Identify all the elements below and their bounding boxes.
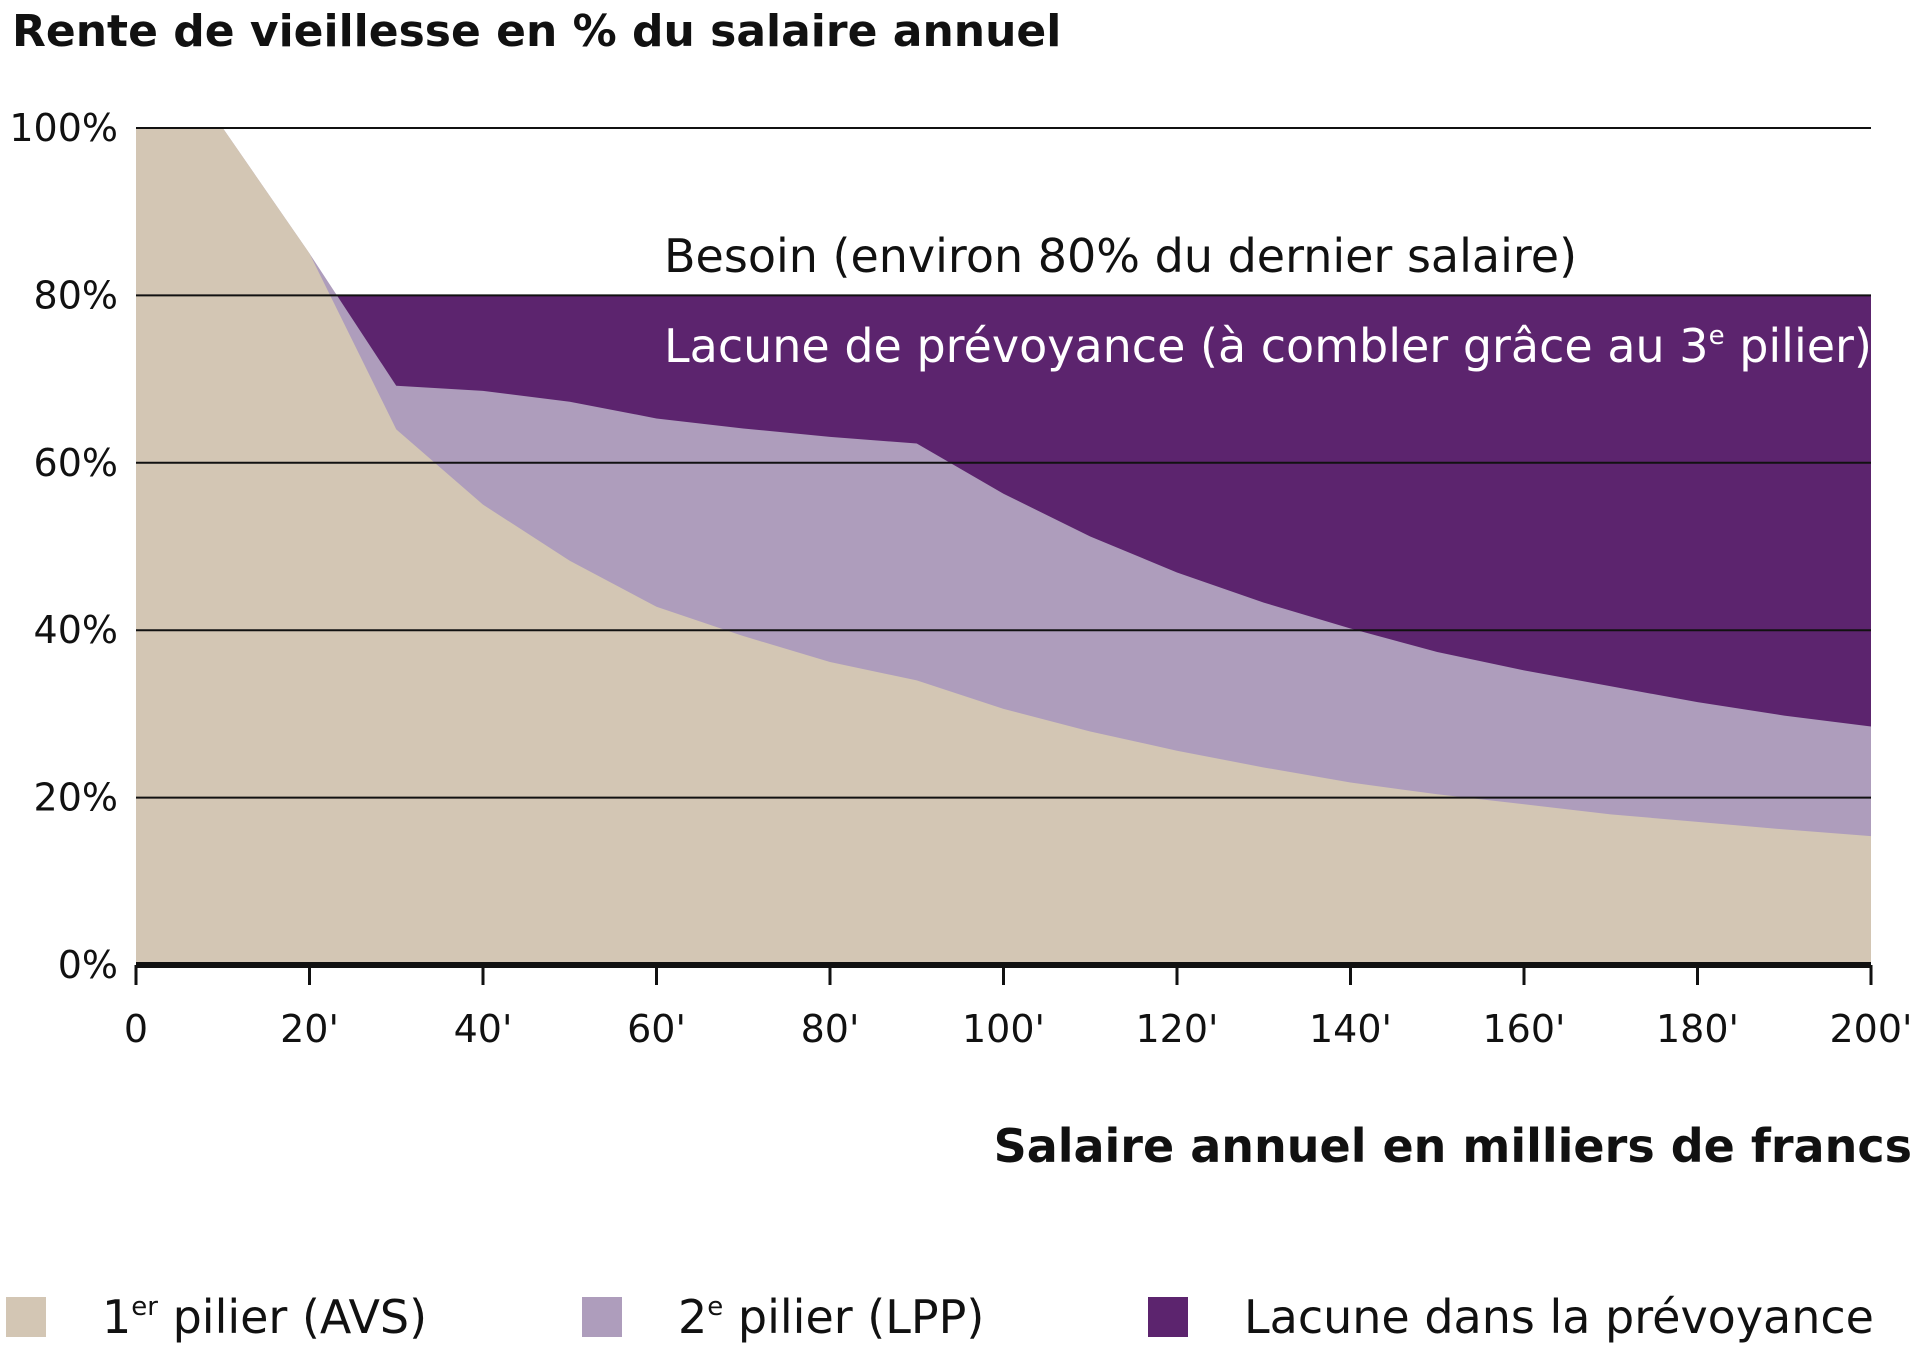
legend-swatch-avs <box>6 1297 46 1337</box>
y-tick-label: 60% <box>34 441 118 485</box>
legend: 1er pilier (AVS) 2e pilier (LPP) Lacune da… <box>6 1290 1874 1344</box>
legend-label-lpp: 2e pilier (LPP) <box>678 1290 984 1344</box>
area-avs <box>136 128 1871 965</box>
x-axis-title: Salaire annuel en milliers de francs <box>994 1119 1912 1173</box>
y-tick-label: 80% <box>34 273 118 317</box>
x-tick-label: 140' <box>1309 1007 1392 1051</box>
x-tick-label: 0 <box>124 1007 148 1051</box>
lacune-annotation: Lacune de prévoyance (à combler grâce au… <box>664 319 1872 373</box>
legend-label-lacune: Lacune dans la prévoyance <box>1244 1290 1874 1344</box>
legend-label-avs: 1er pilier (AVS) <box>102 1290 427 1344</box>
x-tick-label: 160' <box>1483 1007 1566 1051</box>
y-tick-label: 40% <box>34 608 118 652</box>
x-tick-label: 40' <box>454 1007 513 1051</box>
gridlines <box>136 127 1871 799</box>
legend-swatch-lacune <box>1148 1297 1188 1337</box>
y-tick-label: 20% <box>34 776 118 820</box>
legend-swatch-lpp <box>582 1297 622 1337</box>
chart-title: Rente de vieillesse en % du salaire annu… <box>12 6 1061 57</box>
x-tick-label: 100' <box>962 1007 1045 1051</box>
lacune-annotation-main: Lacune de prévoyance (à combler grâce au… <box>664 319 1709 373</box>
x-tick-label: 20' <box>280 1007 339 1051</box>
y-tick-label: 0% <box>58 943 118 987</box>
x-tick-label: 200' <box>1830 1007 1913 1051</box>
axes: 0 20' 40' 60' 80' 100' 120' 140' 160' 180' 200' 0% 2… <box>9 106 1912 1051</box>
lacune-annotation-end: pilier) <box>1725 319 1872 373</box>
besoin-annotation: Besoin (environ 80% du dernier salaire) <box>664 229 1577 283</box>
y-tick-label: 100% <box>9 106 118 150</box>
x-tick-label: 60' <box>627 1007 686 1051</box>
x-tick-label: 120' <box>1136 1007 1219 1051</box>
x-tick-label: 180' <box>1656 1007 1739 1051</box>
x-tick-label: 80' <box>801 1007 860 1051</box>
lacune-annotation-sup: e <box>1709 321 1725 351</box>
